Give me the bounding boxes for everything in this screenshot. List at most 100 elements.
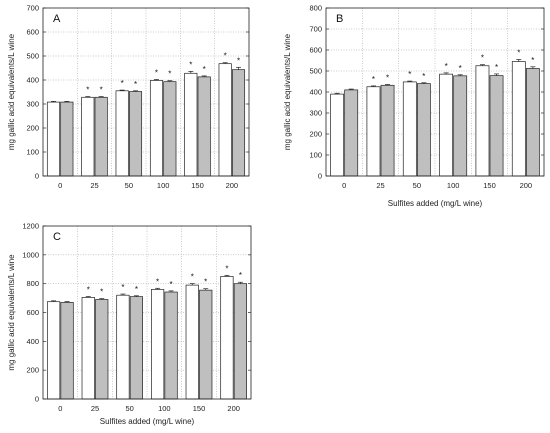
bar: [163, 81, 177, 177]
significance-star: *: [459, 64, 462, 73]
chart-panel-c: 0 200 400 600 800 1000 1200 0 * * 25 * * 50 * * 100 * * 150…: [7, 222, 252, 426]
y-tick-label: 0: [35, 172, 39, 181]
significance-star: *: [170, 280, 173, 289]
significance-star: *: [168, 70, 171, 79]
bar: [81, 96, 95, 177]
bar: [184, 72, 198, 177]
bar: [128, 91, 143, 177]
y-tick-label: 600: [26, 28, 39, 37]
bar: [185, 284, 199, 400]
significance-star: *: [86, 86, 89, 95]
significance-star: *: [517, 48, 520, 57]
y-tick-label: 100: [26, 148, 39, 157]
bar: [439, 73, 454, 177]
bar: [81, 297, 95, 400]
chart-panel-b: 0 100 200 300 400 500 600 700 800 0 * * 25 * * 50 * * 100 *…: [283, 4, 545, 208]
y-tick-label: 200: [309, 130, 322, 139]
x-tick-label: 0: [58, 181, 62, 190]
y-tick-label: 500: [26, 52, 39, 61]
significance-star: *: [135, 285, 138, 294]
bar: [199, 289, 213, 400]
bar: [95, 299, 109, 400]
bar: [151, 289, 165, 400]
significance-star: *: [191, 273, 194, 282]
chart-panel-a: 0 100 200 300 400 500 600 700 0 * * 25 * * 50 * * 100 * * 15…: [7, 4, 250, 190]
x-tick-label: 50: [125, 181, 133, 190]
plot-frame: [42, 225, 252, 400]
significance-star: *: [408, 70, 411, 79]
y-axis-title: mg gallic acid equivalents/L wine: [7, 33, 16, 150]
x-tick-label: 50: [413, 181, 421, 190]
y-tick-label: 800: [309, 4, 322, 13]
bar: [402, 81, 417, 177]
bar: [129, 296, 143, 400]
x-axis-title: Sulfites added (mg/L wine): [388, 199, 483, 208]
x-tick-label: 50: [125, 404, 133, 413]
bar: [149, 80, 164, 177]
y-tick-label: 300: [309, 109, 322, 118]
significance-star: *: [100, 86, 103, 95]
y-tick-label: 600: [26, 308, 39, 317]
significance-star: *: [372, 75, 375, 84]
bar: [197, 76, 211, 177]
panel-label: B: [336, 13, 343, 25]
y-tick-label: 400: [309, 88, 322, 97]
y-tick-label: 400: [26, 337, 39, 346]
significance-star: *: [481, 54, 484, 63]
bar: [116, 294, 130, 400]
significance-star: *: [189, 60, 192, 69]
plot-frame: [42, 7, 250, 177]
significance-star: *: [121, 79, 124, 88]
y-tick-label: 1200: [22, 222, 39, 231]
y-tick-label: 200: [26, 124, 39, 133]
x-tick-label: 25: [91, 404, 99, 413]
bar: [115, 90, 129, 177]
x-tick-label: 100: [447, 181, 460, 190]
y-axis-title: mg gallic acid equivalents/L wine: [283, 33, 292, 150]
bar: [475, 65, 490, 177]
y-axis-title: mg gallic acid equivalents/L wine: [7, 254, 16, 371]
significance-star: *: [445, 62, 448, 71]
bar: [330, 93, 345, 177]
y-tick-label: 700: [309, 25, 322, 34]
bar: [60, 302, 74, 400]
significance-star: *: [495, 63, 498, 72]
bar: [94, 96, 108, 177]
bar: [511, 61, 526, 177]
significance-star: *: [422, 72, 425, 81]
x-tick-label: 150: [483, 181, 496, 190]
x-tick-label: 100: [158, 404, 171, 413]
bar: [453, 75, 468, 177]
bar: [489, 75, 504, 177]
x-tick-label: 150: [193, 404, 206, 413]
y-tick-label: 600: [309, 46, 322, 55]
significance-star: *: [155, 69, 158, 78]
x-tick-label: 0: [58, 404, 62, 413]
significance-star: *: [100, 288, 103, 297]
significance-star: *: [237, 56, 240, 65]
panel-label: A: [53, 13, 61, 25]
x-tick-label: 200: [520, 181, 533, 190]
significance-star: *: [203, 65, 206, 74]
significance-star: *: [87, 285, 90, 294]
x-tick-label: 25: [376, 181, 384, 190]
y-tick-label: 0: [35, 395, 39, 404]
y-tick-label: 700: [26, 4, 39, 13]
x-tick-label: 0: [342, 181, 346, 190]
bar: [366, 86, 381, 177]
y-tick-label: 0: [318, 172, 322, 181]
x-tick-label: 25: [90, 181, 98, 190]
bar: [46, 101, 61, 177]
x-tick-label: 150: [191, 181, 204, 190]
significance-star: *: [531, 56, 534, 65]
significance-star: *: [156, 277, 159, 286]
bar: [47, 301, 61, 400]
plot-frame: [325, 7, 545, 177]
y-tick-label: 400: [26, 76, 39, 85]
significance-star: *: [134, 80, 137, 89]
bar: [164, 291, 178, 400]
significance-star: *: [239, 271, 242, 280]
bar: [231, 69, 246, 177]
bar: [380, 84, 395, 177]
